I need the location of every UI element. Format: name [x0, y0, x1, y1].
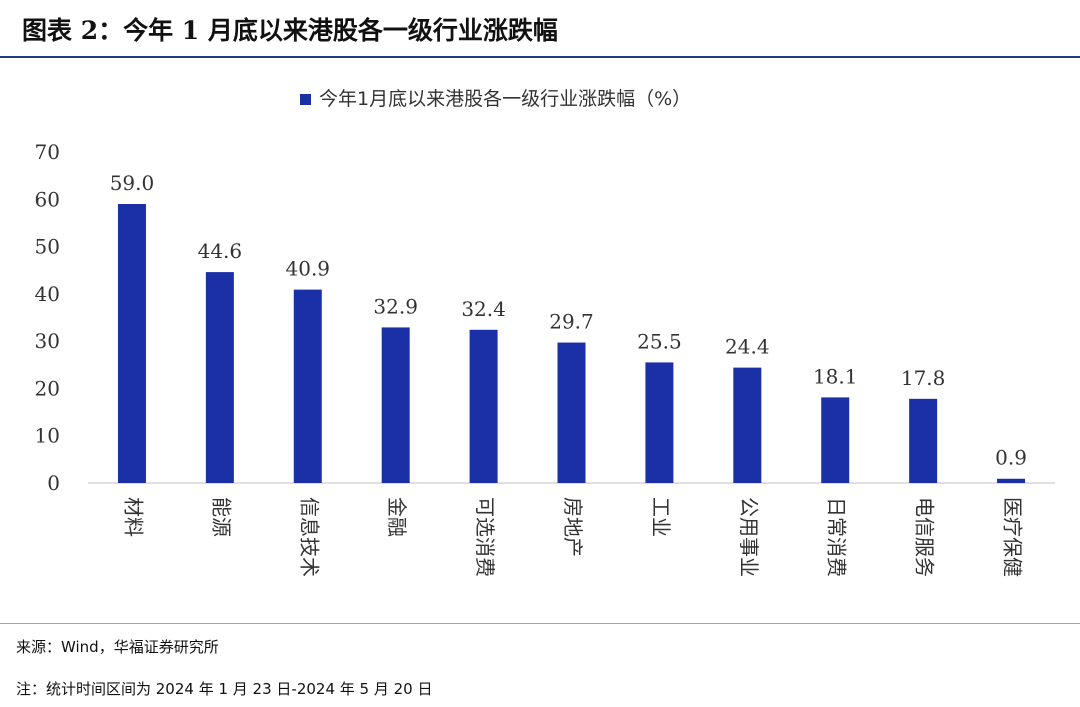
chart-area: 今年1月底以来港股各一级行业涨跌幅（%） 0 10 20 30 40 50 60 70 59.0 材…	[0, 60, 1080, 622]
x-tick-label: 工业	[649, 497, 673, 537]
bar	[733, 367, 762, 483]
data-label: 40.9	[286, 257, 331, 281]
data-label: 17.8	[901, 366, 946, 390]
data-label: 18.1	[813, 364, 858, 388]
bar	[909, 398, 938, 483]
bar	[293, 289, 322, 483]
footer-divider	[0, 623, 1080, 624]
bar-chart: 今年1月底以来港股各一级行业涨跌幅（%） 0 10 20 30 40 50 60 70 59.0 材…	[35, 88, 1055, 577]
y-tick-label: 20	[35, 376, 60, 400]
bar	[821, 397, 850, 483]
x-tick-label: 房地产	[561, 497, 585, 557]
bar	[557, 342, 586, 483]
figure-header: 图表 2：今年 1 月底以来港股各一级行业涨跌幅	[0, 0, 1080, 58]
data-label: 32.9	[373, 294, 418, 318]
source-note: 来源：Wind，华福证券研究所	[16, 638, 219, 656]
bar	[645, 362, 674, 483]
chart-legend: 今年1月底以来港股各一级行业涨跌幅（%）	[300, 88, 691, 110]
data-label: 29.7	[549, 310, 594, 334]
y-tick-label: 60	[35, 187, 60, 211]
bar	[117, 204, 146, 483]
data-label: 32.4	[461, 297, 506, 321]
bar	[381, 327, 410, 483]
y-tick-label: 40	[35, 282, 60, 306]
y-tick-label: 30	[35, 329, 60, 353]
x-tick-label: 能源	[209, 497, 233, 537]
bar	[997, 478, 1026, 483]
bar	[205, 272, 234, 483]
x-tick-label: 材料	[121, 497, 145, 537]
data-label: 25.5	[637, 329, 682, 353]
legend-swatch	[300, 94, 311, 105]
data-label: 44.6	[198, 239, 243, 263]
data-label: 59.0	[110, 171, 155, 195]
data-label: 24.4	[725, 335, 770, 359]
legend-label: 今年1月底以来港股各一级行业涨跌幅（%）	[319, 88, 691, 110]
data-label: 0.9	[995, 446, 1027, 470]
figure-title: 图表 2：今年 1 月底以来港股各一级行业涨跌幅	[22, 16, 558, 45]
x-tick-label: 金融	[385, 497, 409, 537]
x-tick-label: 医疗保健	[1001, 497, 1025, 577]
y-tick-label: 0	[47, 471, 60, 495]
date-range-note: 注：统计时间区间为 2024 年 1 月 23 日-2024 年 5 月 20 …	[16, 680, 433, 698]
x-tick-label: 信息技术	[297, 497, 321, 577]
x-tick-label: 日常消费	[825, 497, 849, 577]
y-tick-label: 70	[35, 140, 60, 164]
bar	[469, 329, 498, 483]
y-tick-label: 10	[35, 424, 60, 448]
x-tick-label: 电信服务	[913, 497, 937, 577]
x-tick-label: 可选消费	[473, 497, 497, 577]
x-tick-label: 公用事业	[737, 497, 761, 577]
y-tick-label: 50	[35, 235, 60, 259]
